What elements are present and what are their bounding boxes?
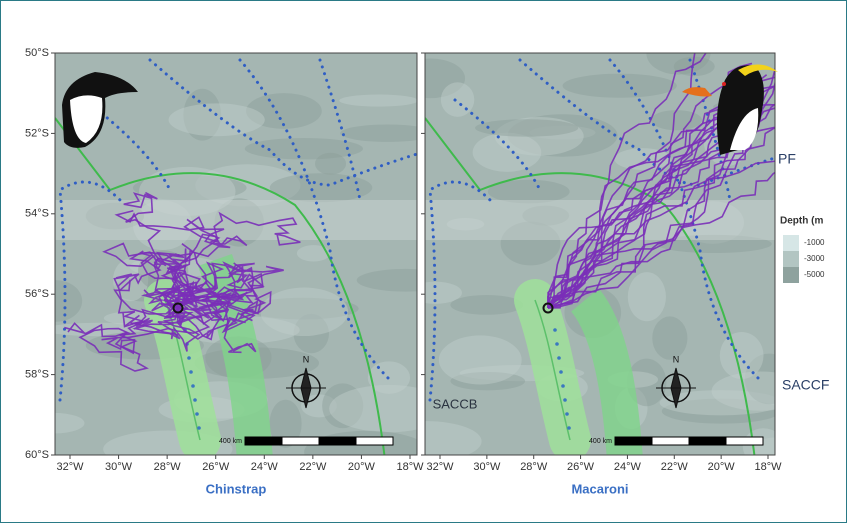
penguin-icon <box>722 82 726 86</box>
bathymetry <box>628 272 666 321</box>
island <box>567 426 571 430</box>
scale-label: 400 km <box>219 438 242 445</box>
scale-bar <box>689 437 726 445</box>
panel-title: Macaroni <box>571 481 628 496</box>
bathymetry <box>652 316 687 359</box>
bathymetry <box>339 95 418 107</box>
north-label: N <box>303 354 310 364</box>
island <box>561 384 565 388</box>
island <box>195 412 199 416</box>
legend-label: -3000 <box>804 254 825 263</box>
bathymetry <box>439 335 522 384</box>
island <box>559 370 563 374</box>
island <box>189 370 193 374</box>
island <box>191 384 195 388</box>
scale-bar <box>356 437 393 445</box>
lat-label: 56°S <box>25 288 49 300</box>
lat-label: 52°S <box>25 127 49 139</box>
island <box>557 356 561 360</box>
front-label: SACCF <box>782 377 829 393</box>
north-label: N <box>673 354 680 364</box>
legend-swatch <box>783 235 799 251</box>
scale-bar <box>726 437 763 445</box>
front-label: PF <box>778 151 796 167</box>
island <box>187 356 191 360</box>
scale-bar <box>282 437 319 445</box>
bathymetry <box>270 173 373 202</box>
lat-label: 50°S <box>25 47 49 59</box>
lat-label: 60°S <box>25 449 49 461</box>
lon-label: 22°W <box>661 461 689 473</box>
legend-label: -5000 <box>804 270 825 279</box>
island <box>197 426 201 430</box>
panel-title: Chinstrap <box>206 481 267 496</box>
lon-label: 22°W <box>299 461 327 473</box>
bathymetry <box>563 74 677 98</box>
lon-label: 20°W <box>348 461 376 473</box>
lon-label: 32°W <box>56 461 84 473</box>
legend-title: Depth (m <box>780 216 823 227</box>
lon-label: 28°W <box>154 461 182 473</box>
scale-bar <box>245 437 282 445</box>
lat-label: 58°S <box>25 369 49 381</box>
lon-label: 18°W <box>396 461 424 473</box>
bathymetry <box>651 110 702 130</box>
lon-label: 32°W <box>426 461 454 473</box>
bathymetry <box>169 103 265 136</box>
lon-label: 24°W <box>614 461 642 473</box>
legend-swatch <box>783 251 799 267</box>
lon-label: 20°W <box>708 461 736 473</box>
bathymetry <box>297 245 330 261</box>
lon-label: 18°W <box>754 461 782 473</box>
lon-label: 30°W <box>105 461 133 473</box>
scale-bar <box>615 437 652 445</box>
island <box>193 398 197 402</box>
island <box>553 328 557 332</box>
scale-bar <box>652 437 689 445</box>
lon-label: 26°W <box>202 461 230 473</box>
lon-label: 26°W <box>567 461 595 473</box>
island <box>563 398 567 402</box>
bathymetry <box>441 82 474 117</box>
scale-label: 400 km <box>589 438 612 445</box>
lon-label: 28°W <box>520 461 548 473</box>
scale-bar <box>319 437 356 445</box>
legend-swatch <box>783 267 799 283</box>
shelf <box>55 200 417 240</box>
bathymetry <box>450 295 523 315</box>
bathymetry <box>475 119 578 136</box>
lon-label: 24°W <box>251 461 279 473</box>
figure: N 400 km 32°W 30°W 28°W 26°W 24°W 22°W 20°W 18°W 5… <box>0 0 847 523</box>
legend-label: -1000 <box>804 238 825 247</box>
lat-label: 54°S <box>25 208 49 220</box>
island <box>565 412 569 416</box>
island <box>555 342 559 346</box>
annotation: SACCB <box>433 396 478 411</box>
lon-label: 30°W <box>473 461 501 473</box>
